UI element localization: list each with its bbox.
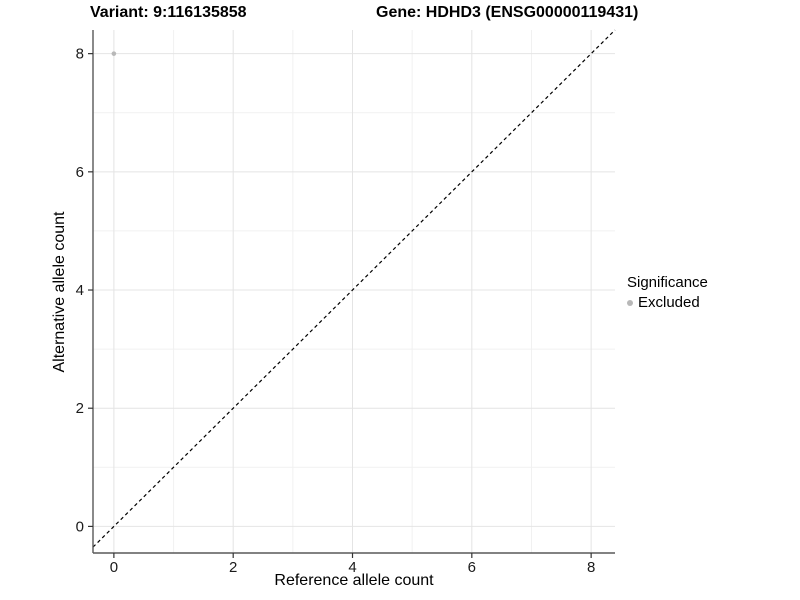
x-axis-title: Reference allele count: [274, 572, 434, 589]
legend-title: Significance: [627, 274, 708, 291]
y-axis-title: Alternative allele count: [51, 211, 68, 373]
y-tick-label: 6: [76, 164, 84, 181]
legend-item-label: Excluded: [638, 294, 700, 311]
excluded-point-icon: [627, 299, 633, 306]
x-tick-label: 0: [110, 559, 118, 576]
plot-title-variant: Variant: 9:116135858: [90, 4, 247, 21]
x-tick-label: 2: [229, 559, 237, 576]
identity-reference-line: [92, 29, 616, 548]
data-point: [111, 51, 117, 56]
y-tick-label: 2: [76, 400, 84, 417]
legend: Significance Excluded: [627, 274, 708, 311]
y-tick-label: 8: [76, 46, 84, 63]
legend-item-excluded: Excluded: [627, 294, 708, 311]
x-tick-label: 6: [468, 559, 476, 576]
y-tick-label: 0: [76, 518, 84, 535]
x-tick-label: 8: [587, 559, 595, 576]
y-tick-label: 4: [76, 282, 84, 299]
x-tick-label: 4: [348, 559, 356, 576]
plot-title-gene: Gene: HDHD3 (ENSG00000119431): [376, 4, 639, 21]
